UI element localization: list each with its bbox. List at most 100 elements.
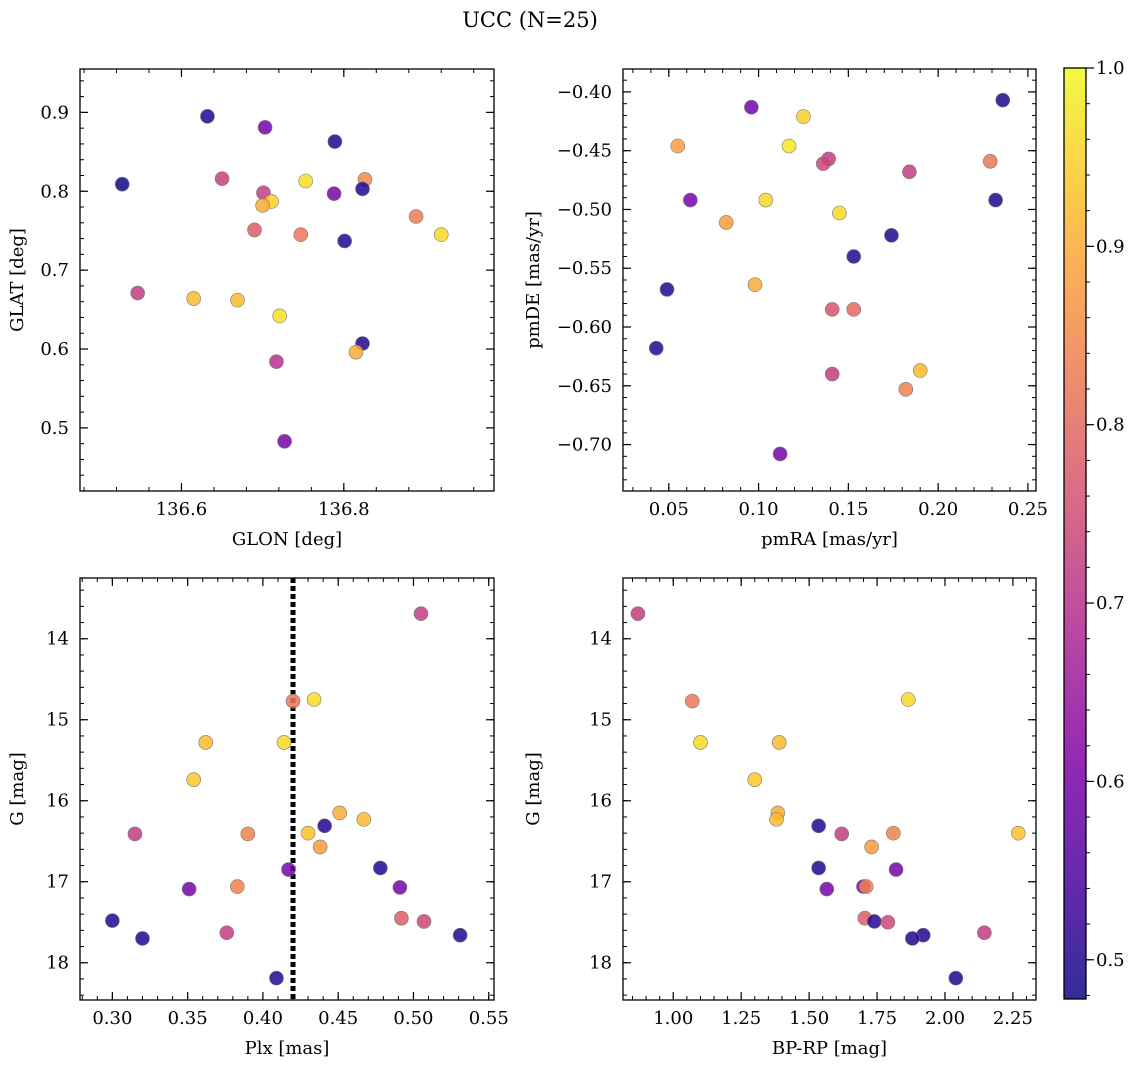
scatter-point [744,99,759,115]
x-tick-label: 0.10 [739,499,779,520]
scatter-point [693,735,708,750]
scatter-point [298,173,313,189]
scatter-point [277,434,292,449]
scatter-point [257,120,273,135]
x-tick-label: 1.75 [857,1008,897,1029]
scatter-point [824,302,840,317]
panel-2: 0.05 0.10 0.15 0.20 0.25 −0.40 −0.45 −0.50 −0.55… [523,68,1048,550]
y-tick-label: 17 [46,872,69,893]
y-tick-label: 16 [46,791,69,812]
colorbar-tick-label: 0.9 [1096,236,1125,257]
scatter-point [337,233,352,249]
scatter-point [982,153,998,169]
y-tick-label: −0.50 [557,199,612,220]
scatter-point [781,138,797,154]
scatter-point [413,606,429,621]
scatter-point [846,302,862,317]
scatter-point [214,171,230,186]
scatter-point [348,344,364,360]
scatter-point [200,109,215,124]
scatter-point [186,772,201,787]
scatter-point [824,366,840,382]
scatter-point [285,693,301,709]
scatter-point [240,826,256,842]
y-tick-label: 17 [589,872,612,893]
y-tick-label: −0.65 [557,376,612,397]
scatter-point [858,879,874,894]
scatter-point [900,692,916,707]
x-tick-label: 2.00 [925,1008,965,1029]
scatter-point [198,735,214,750]
scatter-point [355,181,370,197]
panel-1: 136.6 136.8 0.5 0.6 0.7 0.8 0.9 GLON [deg] GLAT … [7,68,495,550]
y-tick-label: 18 [46,953,69,974]
scatter-point [452,927,468,943]
y-tick-label: 15 [589,710,612,731]
x-axis-label: GLON [deg] [232,529,342,550]
y-tick-label: 18 [589,953,612,974]
scatter-point [317,818,332,834]
y-tick-label: 14 [46,629,69,650]
scatter-point [300,825,316,841]
scatter-point [114,176,130,192]
scatter-point [219,925,235,941]
x-tick-label: 1.50 [789,1008,829,1029]
colorbar-tick-label: 0.8 [1096,415,1125,436]
scatter-point [995,92,1011,108]
y-tick-label: 16 [589,791,612,812]
scatter-point [255,198,270,213]
scatter-point [864,839,879,855]
scatter-point [269,354,284,369]
scatter-point [648,340,664,356]
scatter-point [392,880,408,895]
x-tick-label: 1.00 [653,1008,693,1029]
scatter-point [834,826,850,842]
y-tick-label: 14 [589,629,612,650]
axes-frame [79,577,495,1001]
scatter-point [880,914,896,930]
scatter-point [811,818,826,834]
y-tick-label: 0.9 [40,102,69,123]
axes-frame [79,68,495,492]
scatter-point [846,249,862,264]
scatter-panels: 136.6 136.8 0.5 0.6 0.7 0.8 0.9 GLON [deg] GLAT … [7,68,1048,1059]
scatter-point [281,862,296,877]
scatter-point [832,205,847,221]
y-tick-label: 0.8 [40,181,69,202]
scatter-point [230,292,245,308]
x-tick-label: 0.50 [393,1008,433,1029]
y-tick-label: 0.7 [40,260,69,281]
scatter-point [269,970,284,986]
scatter-point [373,860,388,876]
scatter-point [948,970,964,986]
x-tick-label: 0.35 [168,1008,208,1029]
y-axis-label: G [mag] [7,752,28,825]
scatter-point [811,860,826,876]
scatter-point [747,277,763,293]
y-tick-label: −0.60 [557,317,612,338]
colorbar-gradient [1063,67,1087,1000]
colorbar-tick-label: 0.5 [1096,950,1125,971]
scatter-point [867,914,882,929]
axes-frame [622,68,1037,492]
scatter-point [771,735,787,750]
scatter-point [312,839,328,855]
colorbar-tick-label: 0.7 [1096,593,1125,614]
scatter-point [886,825,901,841]
y-tick-label: −0.70 [557,435,612,456]
scatter-point [815,156,831,171]
scatter-point [326,186,342,201]
scatter-point [186,291,201,306]
scatter-point [684,693,700,709]
scatter-point [332,805,347,821]
scatter-point [135,931,150,946]
scatter-point [105,913,120,928]
x-tick-label: 0.55 [469,1008,509,1029]
scatter-point [747,772,763,787]
axes-frame [622,577,1037,1001]
x-tick-label: 0.25 [1008,499,1048,520]
scatter-point [683,192,698,208]
scatter-point [272,308,287,324]
x-tick-label: 136.6 [156,499,208,520]
scatter-point [884,228,899,243]
